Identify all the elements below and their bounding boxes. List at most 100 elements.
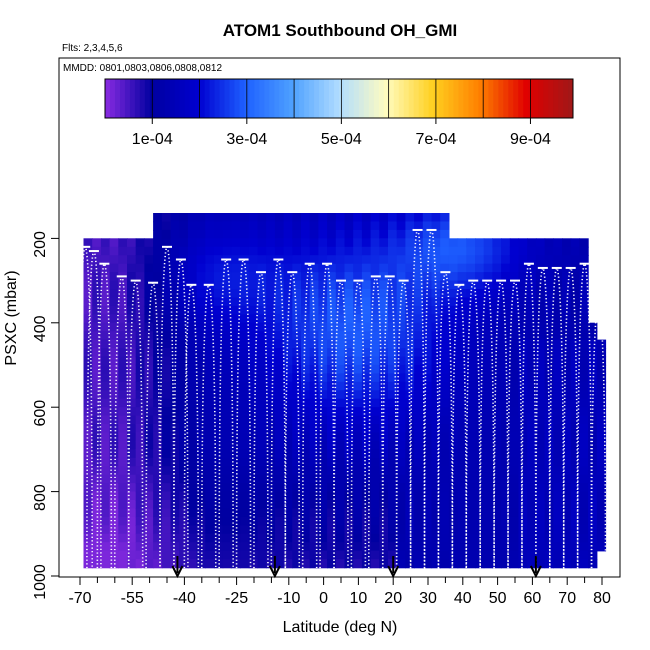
heatmap-cell bbox=[448, 314, 459, 324]
colorbar-swatch bbox=[124, 79, 131, 118]
heatmap-cell bbox=[257, 542, 267, 552]
heatmap-cell bbox=[344, 533, 354, 543]
heatmap-cell bbox=[396, 221, 406, 231]
heatmap-cell bbox=[248, 314, 259, 324]
heatmap-cell bbox=[422, 364, 433, 375]
flight-profile bbox=[333, 279, 349, 572]
heatmap-cell bbox=[327, 542, 337, 552]
heatmap-cell bbox=[379, 449, 389, 459]
heatmap-cell bbox=[318, 339, 328, 349]
heatmap-cell bbox=[562, 449, 572, 459]
heatmap-cell bbox=[361, 255, 372, 265]
heatmap-cell bbox=[205, 550, 215, 560]
heatmap-cell bbox=[214, 348, 224, 358]
heatmap-cell bbox=[118, 440, 128, 451]
heatmap-cell bbox=[153, 424, 163, 434]
heatmap-cell bbox=[596, 457, 607, 467]
heatmap-cell bbox=[466, 457, 476, 467]
heatmap-cell bbox=[231, 272, 241, 282]
heatmap-cell bbox=[266, 297, 276, 307]
heatmap-cell bbox=[283, 381, 293, 391]
heatmap-cell bbox=[448, 398, 459, 408]
heatmap-cell bbox=[414, 213, 424, 223]
heatmap-cell bbox=[562, 483, 572, 493]
heatmap-cell bbox=[448, 381, 459, 391]
colorbar-swatch bbox=[184, 79, 191, 118]
heatmap-cell bbox=[283, 407, 293, 417]
heatmap-cell bbox=[240, 339, 250, 349]
heatmap-cell bbox=[544, 440, 554, 451]
heatmap-cell bbox=[388, 263, 398, 273]
heatmap-cell bbox=[579, 516, 589, 527]
heatmap-cell bbox=[153, 449, 163, 459]
heatmap-cell bbox=[118, 297, 128, 307]
heatmap-cell bbox=[509, 432, 520, 442]
heatmap-cell bbox=[257, 415, 267, 425]
heatmap-cell bbox=[161, 483, 172, 493]
heatmap-cell bbox=[318, 255, 328, 265]
heatmap-cell bbox=[83, 550, 93, 560]
heatmap-cell bbox=[579, 407, 589, 417]
heatmap-cell bbox=[135, 289, 145, 299]
heatmap-cell bbox=[83, 424, 93, 434]
heatmap-cell bbox=[170, 314, 180, 324]
heatmap-cell bbox=[301, 516, 311, 527]
heatmap-cell bbox=[422, 550, 433, 560]
heatmap-cell bbox=[274, 289, 285, 299]
heatmap-cell bbox=[466, 432, 476, 442]
heatmap-cell bbox=[353, 305, 363, 316]
heatmap-cell bbox=[353, 491, 363, 501]
heatmap-cell bbox=[170, 305, 180, 316]
heatmap-cell bbox=[187, 491, 198, 501]
heatmap-cell bbox=[301, 466, 311, 476]
heatmap-cell bbox=[327, 280, 337, 290]
heatmap-cell bbox=[205, 542, 215, 552]
heatmap-cell bbox=[344, 238, 354, 248]
heatmap-cell bbox=[222, 246, 232, 256]
heatmap-cell bbox=[388, 457, 398, 467]
heatmap-cell bbox=[205, 483, 215, 493]
heatmap-cell bbox=[92, 373, 102, 383]
heatmap-cell bbox=[596, 398, 607, 408]
heatmap-cell bbox=[596, 348, 607, 358]
heatmap-cell bbox=[335, 314, 346, 324]
heatmap-cell bbox=[527, 483, 537, 493]
heatmap-cell bbox=[170, 525, 180, 535]
heatmap-cell bbox=[83, 356, 93, 366]
flight-profile bbox=[77, 246, 94, 572]
heatmap-cell bbox=[266, 255, 276, 265]
heatmap-cell bbox=[509, 457, 520, 467]
heatmap-cell bbox=[309, 474, 319, 484]
heatmap-cell bbox=[361, 246, 372, 256]
heatmap-cell bbox=[179, 407, 189, 417]
heatmap-cell bbox=[144, 500, 154, 510]
colorbar-swatch bbox=[453, 79, 459, 118]
heatmap-cell bbox=[283, 364, 293, 375]
heatmap-cell bbox=[196, 440, 206, 451]
heatmap-cell bbox=[431, 263, 441, 273]
heatmap-cell bbox=[109, 348, 119, 358]
heatmap-cell bbox=[518, 525, 528, 535]
y-tick-label: 800 bbox=[32, 484, 49, 511]
heatmap-cell bbox=[596, 339, 607, 349]
heatmap-cell bbox=[231, 525, 241, 535]
heatmap-cell bbox=[483, 500, 493, 510]
heatmap-cell bbox=[361, 508, 372, 518]
heatmap-cell bbox=[448, 432, 459, 442]
heatmap-cell bbox=[466, 322, 476, 332]
heatmap-cell bbox=[535, 314, 546, 324]
heatmap-cell bbox=[92, 449, 102, 459]
heatmap-cell bbox=[127, 525, 137, 535]
heatmap-cell bbox=[205, 432, 215, 442]
heatmap-cell bbox=[535, 238, 546, 248]
heatmap-cell bbox=[440, 297, 450, 307]
heatmap-cell bbox=[448, 331, 459, 341]
heatmap-cell bbox=[562, 407, 572, 417]
heatmap-cell bbox=[248, 415, 259, 425]
heatmap-cell bbox=[414, 508, 424, 518]
heatmap-cell bbox=[92, 255, 102, 265]
heatmap-cell bbox=[309, 457, 319, 467]
heatmap-cell bbox=[379, 339, 389, 349]
heatmap-cell bbox=[475, 238, 485, 248]
heatmap-cell bbox=[318, 390, 328, 400]
